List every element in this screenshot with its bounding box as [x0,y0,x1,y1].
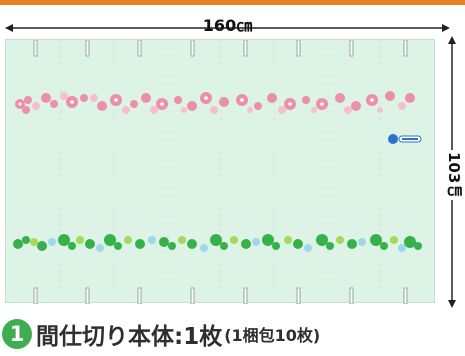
item-number-badge: 1 [2,319,32,349]
height-label: 103㎝ [444,150,464,201]
width-dimension-arrow [5,24,450,32]
width-dimension: 160㎝ [5,6,450,36]
caption-note: (1梱包10枚) [224,326,321,345]
panel-artwork [13,40,422,304]
product-logo-icon [387,131,423,147]
green-clover-band [13,234,422,252]
top-accent-bar [0,0,465,5]
partition-panel [5,39,435,304]
caption: 1 間仕切り本体:1枚 (1梱包10枚) [2,314,320,354]
width-label: 160㎝ [202,16,253,35]
caption-title: 間仕切り本体:1枚 [36,324,223,350]
pink-flower-band [15,91,415,114]
